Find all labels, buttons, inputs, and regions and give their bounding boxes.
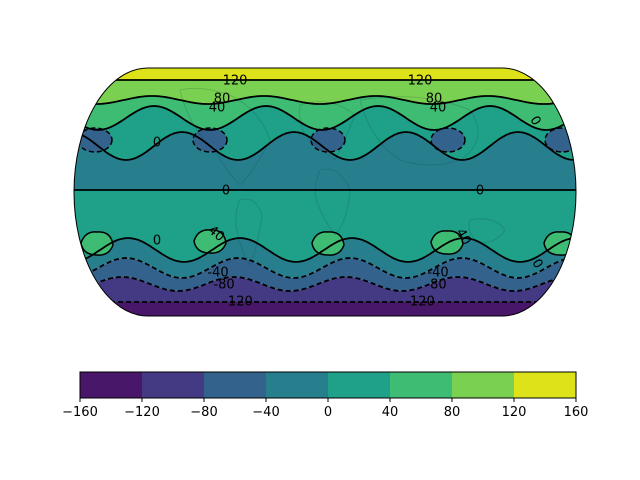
contour-label: 120	[408, 74, 433, 89]
contour-label: 40	[430, 101, 447, 116]
coastline-3	[314, 168, 351, 236]
colorbar-segment-1	[142, 372, 205, 398]
low-blob-north-3	[430, 127, 466, 153]
colorbar-tick-label: 80	[444, 405, 461, 420]
contour-line-minus40	[74, 257, 576, 279]
contour-label: -80	[425, 278, 446, 293]
contour-label: 0	[153, 234, 161, 249]
colorbar-tick-label: 0	[324, 405, 332, 420]
coastline-4	[359, 96, 479, 166]
contour-line-0-north	[74, 131, 576, 161]
contour-fill-bands	[74, 68, 576, 316]
colorbar-segment-4	[328, 372, 391, 398]
colorbar-segment-7	[514, 372, 577, 398]
colorbar-tick-label: −80	[190, 405, 217, 420]
coastline-5	[468, 218, 506, 243]
colorbar-tick-label: 160	[564, 405, 589, 420]
contour-line-0-south	[74, 237, 576, 263]
contour-label: 40	[452, 226, 473, 248]
contour-label: 40	[209, 101, 226, 116]
contour-label: -120	[223, 295, 253, 310]
colorbar-segment-2	[204, 372, 267, 398]
contour-line-80	[74, 95, 576, 105]
high-blob-south-0	[80, 231, 114, 256]
contour-lines	[74, 79, 576, 303]
coastlines	[179, 87, 506, 267]
contour-label: 120	[223, 74, 248, 89]
colorbar-segment-3	[266, 372, 329, 398]
high-blob-south-2	[311, 231, 345, 256]
contour-label: 80	[426, 92, 443, 107]
colorbar-tick-label: −40	[252, 405, 279, 420]
colorbar-segment-5	[390, 372, 453, 398]
colorbar-segment-0	[80, 372, 143, 398]
band-120-160	[74, 68, 576, 80]
coastline-1	[235, 198, 263, 267]
colorbar: −160 −120 −80 −40 0 40 80 120 160	[62, 371, 589, 420]
contour-label: 80	[214, 92, 231, 107]
band-minus160-minus120	[74, 302, 576, 316]
contour-label: -80	[213, 278, 234, 293]
colorbar-segment-6	[452, 372, 515, 398]
contour-line-minus80	[74, 276, 576, 292]
low-blob-north-1	[192, 127, 228, 153]
colorbar-tick-label: −120	[124, 405, 160, 420]
band-80-120	[74, 80, 576, 104]
low-blob-north-0	[77, 127, 113, 153]
map-outline	[73, 67, 577, 317]
colorbar-tick-label: 120	[502, 405, 527, 420]
contour-label: -40	[207, 266, 228, 281]
band-minus80-minus40	[74, 258, 576, 291]
colorbar-tick-label: −160	[62, 405, 98, 420]
contour-label: 0	[222, 184, 230, 199]
contour-line-40	[74, 105, 576, 131]
high-blob-south-1	[193, 229, 227, 254]
contour-label: -40	[427, 266, 448, 281]
contour-label: 0	[476, 184, 484, 199]
contour-label: 0	[153, 136, 161, 151]
coastline-2	[299, 101, 356, 161]
low-blob-north-2	[310, 127, 346, 153]
band-minus120-minus80	[74, 277, 576, 302]
colorbar-tick-label: 40	[382, 405, 399, 420]
contour-label: -120	[405, 295, 435, 310]
